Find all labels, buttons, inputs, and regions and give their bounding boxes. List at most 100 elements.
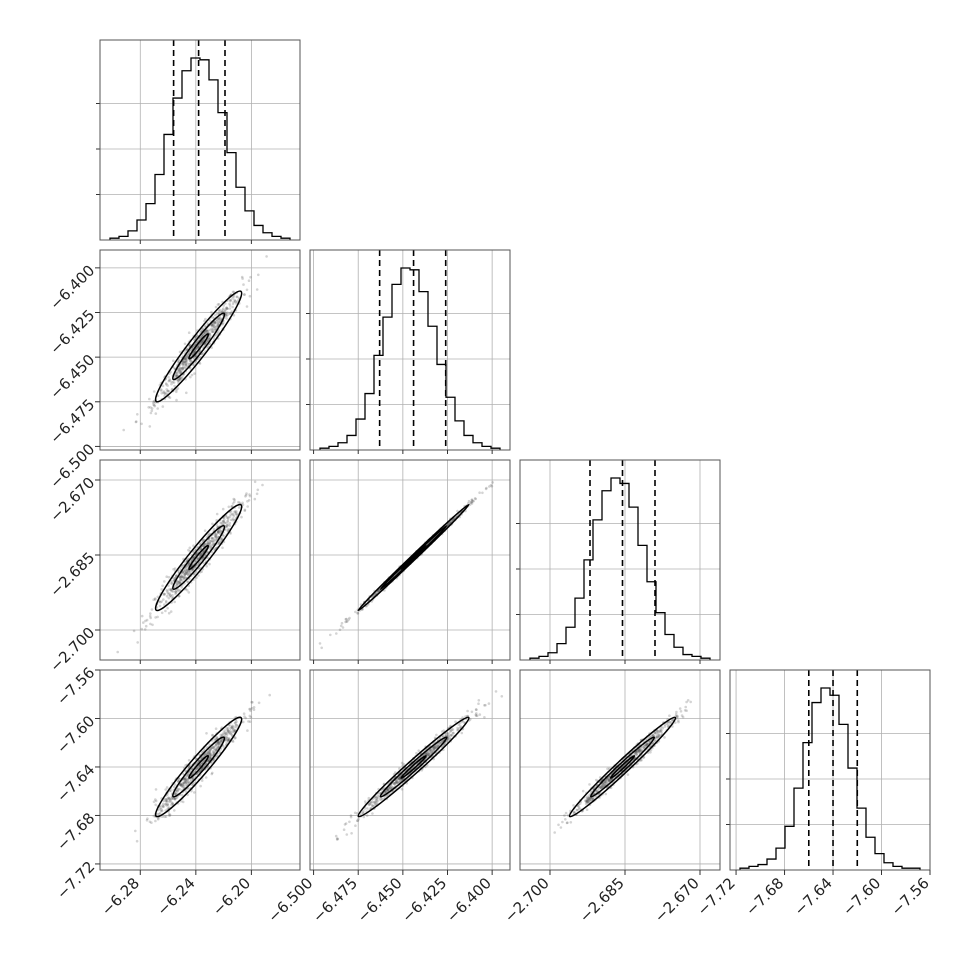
scatter-point [181,361,184,364]
scatter-point [248,707,251,711]
scatter-point [166,802,169,806]
scatter-point [226,311,229,315]
scatter-point [164,599,168,603]
scatter-point [189,375,192,379]
scatter-point [230,505,233,508]
scatter-point [377,589,380,593]
scatter-point [608,778,611,781]
scatter-point [243,715,246,718]
scatter-point [225,307,228,310]
scatter-point [604,780,607,783]
scatter-point [429,748,433,751]
scatter-point [595,790,599,793]
scatter-point [375,801,379,804]
contour-1-0-1 [172,312,226,381]
scatter-point [430,750,433,754]
scatter-point [450,734,454,737]
scatter-point [182,572,185,575]
scatter-point [148,425,152,428]
scatter-point [213,321,217,324]
scatter-point [178,580,181,583]
scatter-point [478,491,481,495]
scatter-point [178,377,181,381]
scatter-point [191,568,194,571]
scatter-point [178,581,182,585]
scatter-point [675,710,678,714]
scatter-point [227,516,230,519]
scatter-point [221,323,224,326]
scatter-point [355,812,359,815]
scatter-point [578,807,581,811]
scatter-point [186,589,189,592]
scatter-point [656,729,659,732]
scatter-point [233,721,237,725]
scatter-point [226,528,230,531]
scatter-point [591,796,595,800]
scatter-point [450,728,454,731]
scatter-point [214,533,218,537]
scatter-point [208,753,212,756]
histogram-0 [109,57,291,240]
scatter-point [200,570,203,573]
scatter-point [385,790,388,794]
scatter-point [243,508,247,512]
scatter-point [152,800,156,804]
scatter-point [222,731,226,734]
scatter-point [222,304,225,307]
scatter-point [248,493,251,496]
scatter-point [173,577,176,581]
scatter-point [197,556,201,559]
scatter-point [167,390,170,393]
scatter-point [170,380,173,384]
scatter-point [241,501,244,505]
scatter-point [152,390,156,393]
scatter-point [162,805,165,808]
scatter-point [211,771,214,775]
scatter-point [335,838,339,841]
xtick-label-1-3: −6.425 [398,874,450,926]
scatter-point [400,761,404,765]
scatter-point [165,786,169,789]
scatter-point [158,604,162,608]
scatter-point [598,776,602,779]
panel-3-3: −7.72 −7.68 −7.64 −7.60 −7.56 [694,669,933,919]
scatter-point [440,730,444,733]
scatter-point [171,593,174,597]
scatter-point [218,528,221,532]
scatter-point [165,383,168,386]
scatter-point [235,723,238,727]
scatter-point [215,312,219,315]
scatter-point [229,298,233,302]
xtick-label-2-0: −2.700 [501,874,553,926]
scatter-point [584,802,588,806]
scatter-point [184,359,188,363]
scatter-point [220,739,223,743]
scatter-point [608,779,611,782]
scatter-point [585,808,589,811]
scatter-point [199,547,202,551]
scatter-point [604,792,608,796]
scatter-point [116,650,119,654]
scatter-point [659,730,662,733]
scatter-point [175,582,179,586]
scatter-point [237,506,241,509]
scatter-point [182,360,186,364]
scatter-point [208,756,211,760]
scatter-point [210,310,213,314]
scatter-point [645,742,649,745]
scatter-point [174,373,178,377]
scatter-point [228,737,231,740]
scatter-point [187,563,191,566]
scatter-point [208,562,211,566]
scatter-point [442,729,446,732]
scatter-point [176,789,180,793]
scatter-point [195,353,198,357]
scatter-point [586,798,590,801]
scatter-point [255,288,259,291]
scatter-point [214,532,217,536]
scatter-point [185,359,189,363]
scatter-point [162,598,165,601]
scatter-point [186,778,189,781]
scatter-point [184,777,187,781]
scatter-point [166,591,170,595]
